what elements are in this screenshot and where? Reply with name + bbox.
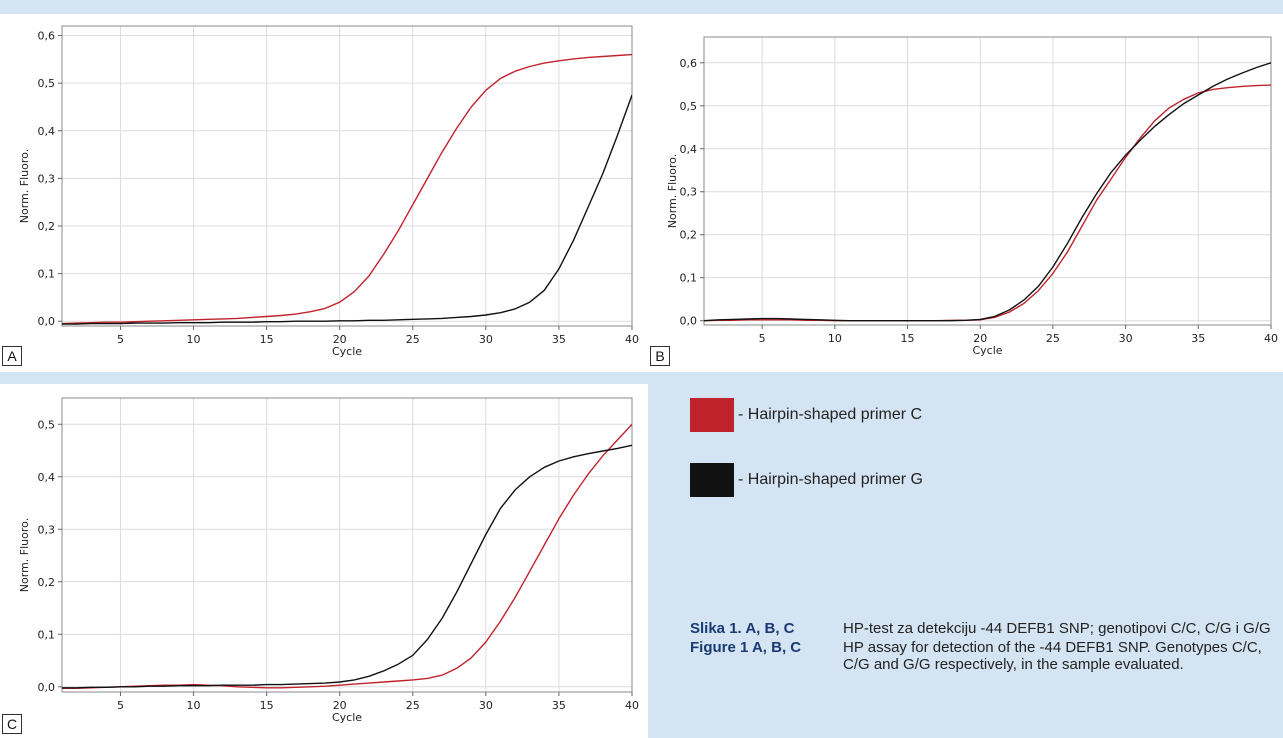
chart-c-xtick-label-5: 30 [479,699,493,712]
chart-c-ytick-label-2: 0,2 [38,576,56,589]
chart-b-plot-frame [703,36,1272,326]
chart-a-ytick-label-5: 0,5 [38,77,56,90]
chart-a-xlabel: Cycle [332,345,362,358]
chart-c-plot-frame [61,397,633,693]
chart-a-xtick-label-7: 40 [625,333,639,346]
chart-a-ytick-label-0: 0,0 [38,315,56,328]
chart-b-xtick-label-1: 10 [828,332,842,345]
legend-label-primer-c: - Hairpin-shaped primer C [738,406,923,423]
chart-b-ytick-label-3: 0,3 [680,186,698,199]
chart-b-ytick-label-6: 0,6 [680,57,698,70]
chart-panel-c: 5 10 15 20 25 30 35 40 0,0 0,1 0,2 0,3 0,4 0,5 Cycle No… [0,384,648,738]
chart-b-ytick-label-1: 0,1 [680,272,698,285]
figure-caption: Slika 1. A, B, C HP-test za detekciju -4… [690,620,1280,738]
chart-c-series-0-line [62,423,632,689]
chart-c-xtick-label-6: 35 [552,699,566,712]
chart-b-ytick-label-5: 0,5 [680,100,698,113]
chart-c-xtick-label-0: 5 [117,699,124,712]
chart-a-xtick-label-0: 5 [117,333,124,346]
chart-c-background [0,384,648,738]
chart-c-xtick-label-3: 20 [333,699,347,712]
chart-panel-b: 5 10 15 20 25 30 35 40 0,0 0,1 0,2 0,3 0,4 0,5 0,6 Cycl… [648,14,1283,372]
chart-c-svg: 5 10 15 20 25 30 35 40 0,0 0,1 0,2 0,3 0,4 0,5 Cycle No… [0,384,648,738]
caption-label-english: Figure 1 A, B, C [690,639,802,656]
chart-c-ytick-label-3: 0,3 [38,523,56,536]
chart-c-series-1-line [62,444,632,689]
chart-c-ytick-label-0: 0,0 [38,681,56,694]
chart-a-svg: 5 10 15 20 25 30 35 40 0,0 0,1 0,2 0,3 0,4 0,5 0,6 Cycl… [0,14,648,372]
caption-row-english: Figure 1 A, B, C HP assay for detection … [690,639,1280,673]
chart-b-xlabel: Cycle [972,344,1002,357]
chart-b-ytick-label-2: 0,2 [680,229,698,242]
chart-b-ytick-label-4: 0,4 [680,143,698,156]
panel-label-c: C [2,714,22,734]
panel-label-b: B [650,346,670,366]
chart-c-ylabel: Norm. Fluoro. [18,518,31,592]
chart-a-ytick-label-1: 0,1 [38,268,56,281]
chart-b-xtick-label-2: 15 [901,332,915,345]
chart-c-ytick-label-4: 0,4 [38,471,56,484]
chart-a-xtick-label-4: 25 [406,333,420,346]
chart-c-ytick-label-1: 0,1 [38,628,56,641]
legend-label-primer-g: - Hairpin-shaped primer G [738,471,923,488]
chart-a-xtick-label-1: 10 [187,333,201,346]
chart-a-background [0,14,648,372]
chart-b-svg: 5 10 15 20 25 30 35 40 0,0 0,1 0,2 0,3 0,4 0,5 0,6 Cycl… [648,14,1283,372]
chart-b-xtick-label-4: 25 [1046,332,1060,345]
chart-a-series-1-line [62,94,632,325]
chart-b-xtick-label-6: 35 [1191,332,1205,345]
chart-a-series-0-line [62,53,632,325]
chart-b-ylabel: Norm. Fluoro. [666,154,679,228]
chart-c-xtick-label-4: 25 [406,699,420,712]
chart-b-background [648,14,1283,372]
chart-b-xtick-label-5: 30 [1119,332,1133,345]
legend-swatch-primer-c [690,398,734,432]
legend-item-primer-c: - Hairpin-shaped primer C [690,398,922,432]
chart-a-ytick-label-4: 0,4 [38,125,56,138]
chart-c-xtick-label-1: 10 [187,699,201,712]
chart-a-xtick-label-6: 35 [552,333,566,346]
chart-panel-a: 5 10 15 20 25 30 35 40 0,0 0,1 0,2 0,3 0,4 0,5 0,6 Cycl… [0,14,648,372]
chart-c-ytick-label-5: 0,5 [38,418,56,431]
legend-swatch-primer-g [690,463,734,497]
chart-a-plot-frame [61,25,633,327]
caption-text-croatian: HP-test za detekciju -44 DEFB1 SNP; geno… [843,620,1271,637]
chart-c-xlabel: Cycle [332,711,362,724]
chart-a-xtick-label-3: 20 [333,333,347,346]
chart-c-xtick-label-2: 15 [260,699,274,712]
caption-text-english: HP assay for detection of the -44 DEFB1 … [843,639,1262,673]
chart-b-xtick-label-7: 40 [1264,332,1278,345]
chart-a-ytick-label-2: 0,2 [38,220,56,233]
chart-a-ytick-label-6: 0,6 [38,30,56,43]
chart-a-ytick-label-3: 0,3 [38,172,56,185]
chart-a-xtick-label-2: 15 [260,333,274,346]
caption-row-croatian: Slika 1. A, B, C HP-test za detekciju -4… [690,620,1280,637]
chart-a-ylabel: Norm. Fluoro. [18,149,31,223]
legend-item-primer-g: - Hairpin-shaped primer G [690,463,923,497]
chart-c-xtick-label-7: 40 [625,699,639,712]
panel-label-a: A [2,346,22,366]
caption-label-croatian: Slika 1. A, B, C [690,620,795,637]
chart-b-series-1-line [704,62,1271,322]
chart-b-xtick-label-0: 5 [759,332,766,345]
chart-a-xtick-label-5: 30 [479,333,493,346]
chart-b-ytick-label-0: 0,0 [680,315,698,328]
chart-b-xtick-label-3: 20 [973,332,987,345]
